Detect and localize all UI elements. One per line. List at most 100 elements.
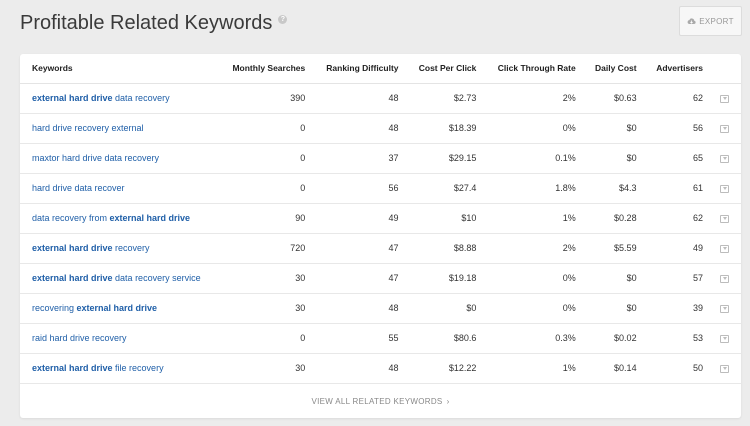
header-click-through-rate[interactable]: Click Through Rate [484,54,584,84]
expand-icon[interactable] [720,124,729,133]
table-row: external hard drive data recovery 390 48 $2… [20,83,741,114]
monthly-searches-cell: 30 [219,263,314,294]
ranking-difficulty-cell: 48 [313,293,407,324]
ranking-difficulty-cell: 37 [313,143,407,174]
advertisers-cell: 62 [644,83,711,114]
cost-per-click-cell: $0 [406,293,485,324]
page-title: Profitable Related Keywords ? [20,12,288,35]
header-cost-per-click[interactable]: Cost Per Click [406,54,485,84]
expand-icon[interactable] [720,94,729,103]
expand-icon[interactable] [720,274,729,283]
expand-icon[interactable] [720,184,729,193]
click-through-rate-cell: 1.8% [484,173,584,204]
expand-icon[interactable] [720,304,729,313]
expand-cell [711,263,741,294]
header-ranking-difficulty[interactable]: Ranking Difficulty [313,54,407,84]
advertisers-cell: 61 [644,173,711,204]
expand-cell [711,83,741,114]
monthly-searches-cell: 0 [219,113,314,144]
daily-cost-cell: $0.14 [583,353,645,384]
expand-icon[interactable] [720,334,729,343]
keyword-link[interactable]: recovering external hard drive [32,303,157,313]
keyword-link[interactable]: external hard drive file recovery [32,363,164,373]
keyword-cell: recovering external hard drive [20,293,220,324]
monthly-searches-cell: 0 [219,143,314,174]
keyword-cell: hard drive recovery external [20,113,220,144]
table-row: data recovery from external hard drive 90… [20,203,741,234]
keyword-cell: external hard drive data recovery servic… [20,263,220,294]
export-label: EXPORT [699,16,734,26]
keyword-link[interactable]: external hard drive data recovery servic… [32,273,201,283]
keyword-link[interactable]: raid hard drive recovery [32,333,127,343]
advertisers-cell: 57 [644,263,711,294]
table-row: hard drive data recover 0 56 $27.4 1.8% $4.3 6… [20,173,741,204]
expand-icon[interactable] [720,364,729,373]
expand-cell [711,173,741,204]
view-all-keywords-link[interactable]: VIEW ALL RELATED KEYWORDS › [311,397,449,406]
header-keywords[interactable]: Keywords [20,54,220,84]
export-button[interactable]: EXPORT [679,6,742,36]
header-advertisers[interactable]: Advertisers [644,54,711,84]
advertisers-cell: 53 [644,323,711,354]
expand-cell [711,353,741,384]
keyword-text: data recovery from [32,213,110,223]
daily-cost-cell: $0 [583,143,645,174]
expand-cell [711,143,741,174]
cost-per-click-cell: $80.6 [406,323,485,354]
cloud-download-icon [687,17,696,24]
cost-per-click-cell: $10 [406,203,485,234]
help-icon[interactable]: ? [278,15,288,24]
keyword-text-suffix: data recovery [112,93,170,103]
advertisers-cell: 50 [644,353,711,384]
click-through-rate-cell: 1% [484,203,584,234]
keyword-link[interactable]: external hard drive recovery [32,243,150,253]
keyword-match: external hard drive [32,93,113,103]
click-through-rate-cell: 0.1% [484,143,584,174]
ranking-difficulty-cell: 56 [313,173,407,204]
table-header-row: Keywords Monthly Searches Ranking Diffic… [20,54,741,84]
keyword-link[interactable]: hard drive recovery external [32,123,144,133]
daily-cost-cell: $0 [583,113,645,144]
advertisers-cell: 56 [644,113,711,144]
expand-icon[interactable] [720,154,729,163]
keywords-table: Keywords Monthly Searches Ranking Diffic… [20,54,741,384]
table-row: maxtor hard drive data recovery 0 37 $29.15… [20,143,741,174]
header-monthly-searches[interactable]: Monthly Searches [219,54,314,84]
cost-per-click-cell: $8.88 [406,233,485,264]
keyword-cell: external hard drive file recovery [20,353,220,384]
click-through-rate-cell: 1% [484,353,584,384]
keyword-text-suffix: data recovery service [112,273,201,283]
chevron-right-icon: › [446,396,450,406]
keyword-link[interactable]: maxtor hard drive data recovery [32,153,159,163]
header-daily-cost[interactable]: Daily Cost [583,54,645,84]
keyword-text: hard drive recovery external [32,123,144,133]
daily-cost-cell: $5.59 [583,233,645,264]
expand-cell [711,203,741,234]
monthly-searches-cell: 30 [219,293,314,324]
expand-icon[interactable] [720,244,729,253]
click-through-rate-cell: 0% [484,293,584,324]
table-footer: VIEW ALL RELATED KEYWORDS › [20,384,741,418]
keyword-link[interactable]: data recovery from external hard drive [32,213,190,223]
ranking-difficulty-cell: 55 [313,323,407,354]
table-row: hard drive recovery external 0 48 $18.39 0% $… [20,113,741,144]
table-row: external hard drive file recovery 30 48 $12… [20,353,741,384]
cost-per-click-cell: $29.15 [406,143,485,174]
keyword-cell: hard drive data recover [20,173,220,204]
keyword-text: hard drive data recover [32,183,125,193]
monthly-searches-cell: 390 [219,83,314,114]
keyword-cell: raid hard drive recovery [20,323,220,354]
ranking-difficulty-cell: 47 [313,263,407,294]
ranking-difficulty-cell: 48 [313,353,407,384]
keyword-link[interactable]: external hard drive data recovery [32,93,170,103]
daily-cost-cell: $0.63 [583,83,645,114]
keyword-link[interactable]: hard drive data recover [32,183,125,193]
click-through-rate-cell: 0.3% [484,323,584,354]
ranking-difficulty-cell: 48 [313,83,407,114]
keyword-match: external hard drive [76,303,158,313]
expand-icon[interactable] [720,214,729,223]
daily-cost-cell: $0.28 [583,203,645,234]
table-row: raid hard drive recovery 0 55 $80.6 0.3% $0.0… [20,323,741,354]
monthly-searches-cell: 90 [219,203,314,234]
